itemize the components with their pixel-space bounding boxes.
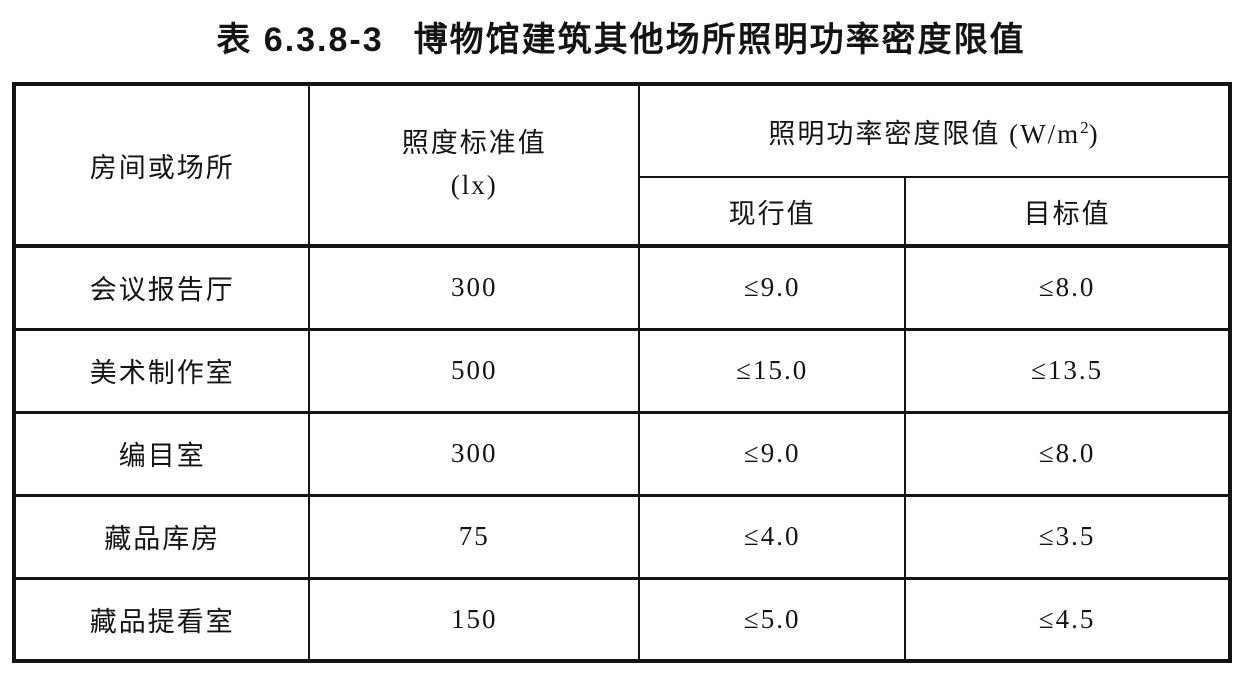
cell-illuminance: 150	[308, 576, 641, 662]
cell-illuminance: 300	[308, 410, 641, 496]
cell-room: 编目室	[12, 410, 311, 496]
cell-illuminance: 300	[308, 244, 641, 330]
header-lpd-close-paren: )	[1088, 118, 1100, 149]
header-lpd-group: 照明功率密度限值 (W/m2)	[638, 83, 1231, 178]
header-illuminance-line1: 照度标准值	[401, 128, 547, 159]
table-number: 表 6.3.8-3	[216, 21, 384, 59]
cell-illuminance: 500	[308, 327, 641, 413]
cell-room: 会议报告厅	[12, 244, 311, 330]
table-row: 藏品提看室 150 ≤5.0 ≤4.5	[12, 576, 1231, 662]
cell-target: ≤13.5	[904, 327, 1231, 413]
cell-room: 藏品库房	[12, 493, 311, 579]
cell-target: ≤3.5	[904, 493, 1231, 579]
cell-room: 美术制作室	[12, 327, 311, 413]
cell-current: ≤5.0	[638, 576, 907, 662]
header-lpd-superscript: 2	[1080, 117, 1089, 137]
header-illuminance-line2: (lx)	[450, 170, 498, 200]
cell-current: ≤15.0	[638, 327, 907, 413]
header-row-sub: 现行值 目标值	[14, 176, 1231, 247]
cell-current: ≤9.0	[638, 244, 907, 330]
header-room: 房间或场所	[12, 83, 311, 247]
header-row-group: 房间或场所 照度标准值 (lx) 照明功率密度限值 (W/m2)	[12, 83, 1231, 247]
cell-current: ≤4.0	[638, 493, 907, 579]
table-title: 表 6.3.8-3 博物馆建筑其他场所照明功率密度限值	[0, 0, 1242, 61]
table-row: 藏品库房 75 ≤4.0 ≤3.5	[12, 493, 1231, 579]
header-illuminance: 照度标准值 (lx)	[308, 83, 641, 247]
table-row: 会议报告厅 300 ≤9.0 ≤8.0	[12, 244, 1231, 330]
cell-target: ≤8.0	[904, 244, 1231, 330]
cell-illuminance: 75	[308, 493, 641, 579]
header-current-value: 现行值	[638, 176, 907, 247]
table-row: 美术制作室 500 ≤15.0 ≤13.5	[12, 327, 1231, 413]
cell-current: ≤9.0	[638, 410, 907, 496]
cell-target: ≤4.5	[904, 576, 1231, 662]
cell-target: ≤8.0	[904, 410, 1231, 496]
table-title-text: 博物馆建筑其他场所照明功率密度限值	[413, 21, 1026, 59]
header-target-value: 目标值	[904, 176, 1231, 247]
cell-room: 藏品提看室	[12, 576, 311, 662]
header-lpd-text: 照明功率密度限值 (W/m	[768, 118, 1081, 149]
lighting-power-density-table: 房间或场所 照度标准值 (lx) 照明功率密度限值 (W/m2) 现行值 目标值…	[12, 82, 1232, 663]
table-row: 编目室 300 ≤9.0 ≤8.0	[12, 410, 1231, 496]
